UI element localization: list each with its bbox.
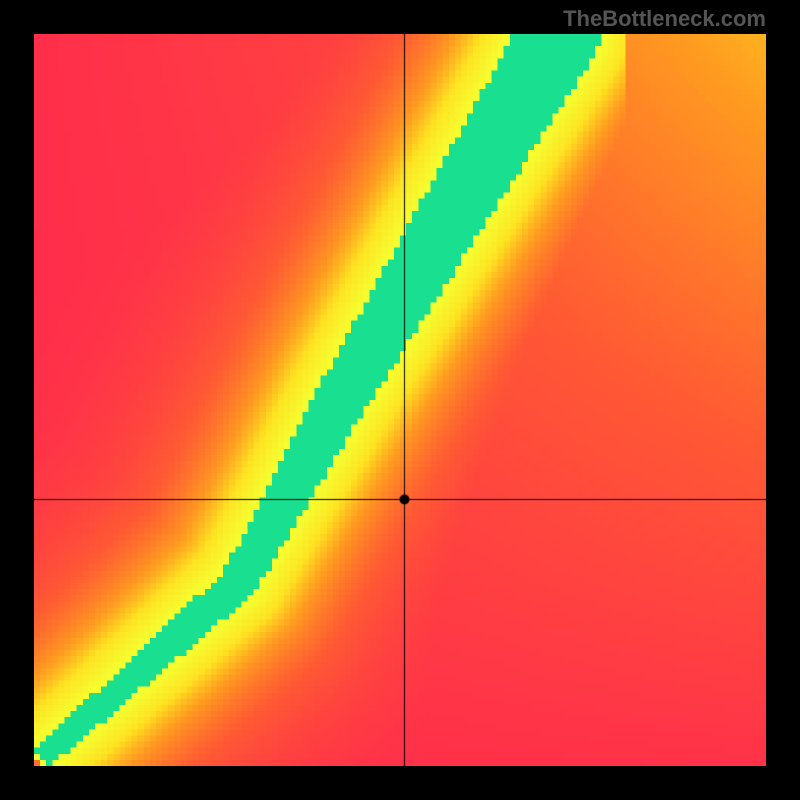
chart-container: { "chart": { "type": "heatmap", "outer_w…	[0, 0, 800, 800]
watermark-text: TheBottleneck.com	[563, 6, 766, 32]
crosshair-overlay	[34, 34, 766, 766]
